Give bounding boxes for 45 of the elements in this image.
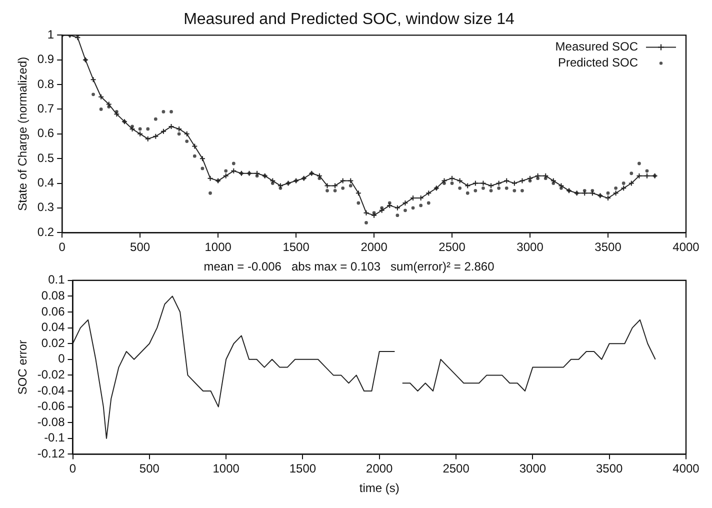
y-tick-label: -0.12 — [37, 446, 66, 461]
x-tick-label: 1500 — [282, 240, 310, 254]
y-tick-label: -0.04 — [37, 383, 66, 398]
x-tick-label: 3000 — [516, 240, 544, 254]
x-tick-label: 3500 — [596, 462, 624, 476]
x-axis-title: time (s) — [359, 481, 400, 496]
y-tick-label: 0.08 — [41, 288, 66, 303]
x-tick-label: 2000 — [360, 240, 388, 254]
x-tick-label: 2500 — [438, 240, 466, 254]
y-tick-label: -0.06 — [37, 399, 66, 414]
y-tick-label: -0.02 — [37, 368, 66, 382]
x-tick-label: 500 — [139, 462, 160, 476]
y-tick-label: 0.04 — [41, 320, 66, 334]
y-tick-label: 0 — [58, 352, 66, 366]
y-tick-label: 1 — [47, 28, 54, 42]
y-axis-title: State of Charge (normalized) — [16, 56, 30, 211]
x-tick-label: 1500 — [289, 462, 316, 476]
y-tick-label: 0.8 — [37, 76, 54, 91]
x-tick-label: 1000 — [212, 462, 240, 476]
x-tick-label: 4000 — [672, 240, 700, 254]
y-tick-label: 0.4 — [37, 176, 54, 190]
x-tick-label: 2000 — [366, 462, 394, 476]
y-tick-label: 0.1 — [48, 272, 66, 287]
x-tick-label: 3000 — [519, 462, 546, 476]
y-tick-label: 0.2 — [37, 224, 54, 239]
x-tick-label: 1000 — [204, 240, 232, 254]
y-tick-label: 0.3 — [37, 200, 54, 214]
y-axis-title: SOC error — [16, 340, 30, 395]
chart-title: mean = -0.006 abs max = 0.103 sum(error)² = 2.860 — [204, 260, 495, 274]
y-tick-label: -0.1 — [44, 430, 66, 445]
y-tick-label: 0.6 — [37, 126, 54, 140]
x-tick-label: 4000 — [672, 462, 700, 476]
y-tick-label: 0.02 — [41, 336, 66, 350]
chart-title: Measured and Predicted SOC, window size 14 — [184, 11, 515, 28]
legend-label: Predicted SOC — [558, 56, 638, 70]
y-tick-label: 0.5 — [37, 150, 54, 165]
x-tick-label: 3500 — [594, 240, 622, 254]
x-tick-label: 500 — [130, 240, 150, 254]
legend-label: Measured SOC — [555, 40, 638, 54]
y-tick-label: 0.7 — [37, 102, 54, 116]
x-tick-label: 2500 — [442, 462, 470, 476]
y-tick-label: -0.08 — [37, 414, 66, 429]
y-tick-label: 0.9 — [37, 52, 54, 66]
y-tick-label: 0.06 — [41, 304, 66, 318]
x-tick-label: 0 — [69, 462, 76, 476]
